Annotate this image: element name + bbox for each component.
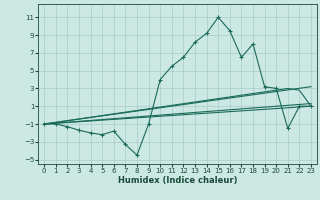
X-axis label: Humidex (Indice chaleur): Humidex (Indice chaleur) [118,176,237,185]
